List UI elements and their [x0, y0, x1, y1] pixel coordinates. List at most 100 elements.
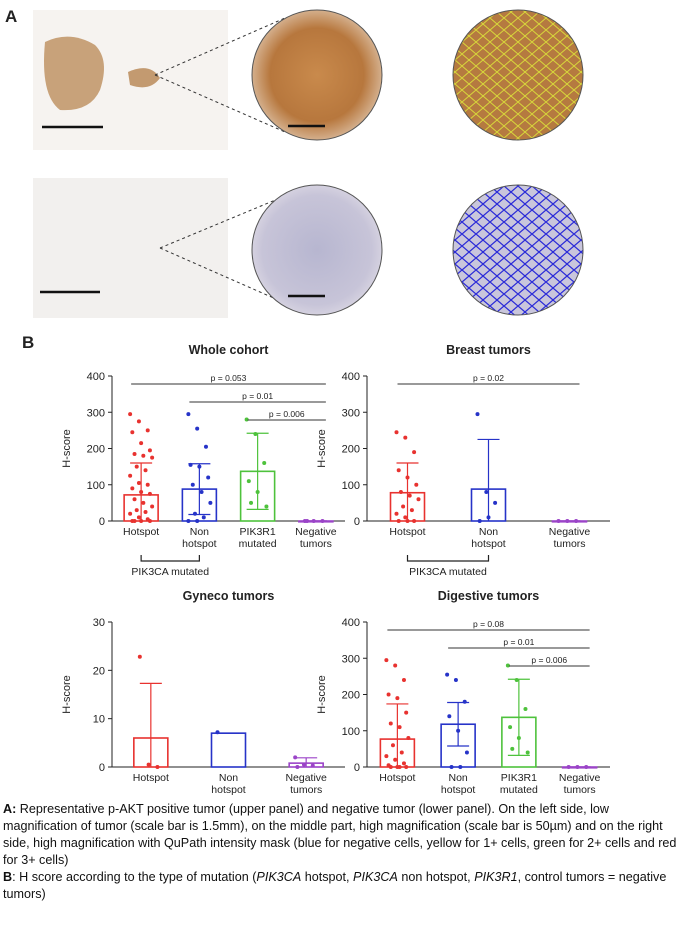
- data-point: [403, 435, 408, 440]
- data-point: [215, 730, 220, 735]
- tissue-image: [33, 10, 228, 150]
- data-point: [320, 519, 325, 523]
- data-point: [147, 519, 152, 523]
- data-point: [301, 762, 306, 767]
- y-tick-label: 300: [342, 407, 360, 419]
- data-point: [146, 762, 151, 767]
- magnified-image: [251, 9, 383, 141]
- y-tick-label: 400: [342, 371, 360, 383]
- data-point: [393, 663, 398, 668]
- x-tick-label: Hotspot: [379, 772, 415, 784]
- data-point: [395, 696, 400, 701]
- data-point: [388, 765, 393, 769]
- data-point: [145, 428, 150, 433]
- data-point: [132, 497, 137, 502]
- data-point: [143, 468, 148, 473]
- data-point: [134, 508, 139, 513]
- data-point: [192, 511, 197, 516]
- caption-text: Representative p-AKT positive tumor (upp…: [3, 802, 677, 867]
- error-bar: [139, 682, 162, 767]
- mask-image: [452, 9, 584, 141]
- error-bar: [396, 462, 419, 521]
- chart-title: Digestive tumors: [438, 589, 539, 603]
- tissue-image: [33, 178, 228, 318]
- data-point: [464, 750, 469, 755]
- data-point: [139, 441, 144, 446]
- y-axis-label: H-score: [316, 675, 328, 714]
- data-point: [516, 736, 521, 740]
- data-point: [453, 678, 458, 682]
- data-point: [253, 432, 258, 436]
- y-tick-label: 100: [87, 480, 105, 492]
- data-point: [508, 725, 513, 730]
- chart-title: Whole cohort: [189, 343, 270, 357]
- data-point: [574, 519, 579, 523]
- y-tick-label: 400: [87, 371, 105, 383]
- data-point: [405, 519, 410, 523]
- data-point: [249, 500, 254, 505]
- data-point: [396, 519, 401, 523]
- data-point: [556, 519, 561, 523]
- data-point: [386, 692, 391, 697]
- data-point: [566, 765, 571, 769]
- y-tick-label: 100: [342, 726, 360, 738]
- data-point: [401, 504, 406, 509]
- x-tick-label: Hotspot: [123, 526, 159, 538]
- data-point: [136, 419, 141, 424]
- data-point: [399, 750, 404, 755]
- x-tick-label: Non hotspot: [471, 526, 506, 550]
- data-point: [388, 721, 393, 726]
- x-tick-label: Negative tumors: [295, 526, 337, 550]
- y-tick-label: 0: [354, 762, 360, 774]
- y-tick-label: 400: [342, 617, 360, 629]
- y-tick-label: 200: [342, 444, 360, 456]
- error-bar: [507, 678, 530, 757]
- data-point: [397, 765, 402, 769]
- data-point: [143, 509, 148, 514]
- y-axis-label: H-score: [61, 429, 73, 468]
- y-tick-label: 0: [354, 516, 360, 528]
- caption-b: B: H score according to the type of muta…: [3, 869, 679, 903]
- y-tick-label: 0: [99, 516, 105, 528]
- caption-text: non hotspot,: [397, 870, 475, 884]
- data-point: [262, 461, 267, 465]
- data-point: [396, 468, 401, 473]
- data-point: [141, 500, 146, 505]
- data-point: [445, 672, 450, 677]
- data-point: [409, 508, 414, 513]
- x-tick-label: Non hotspot: [182, 526, 217, 550]
- data-point: [295, 765, 300, 769]
- data-point: [137, 654, 142, 659]
- data-point: [447, 714, 452, 719]
- mask-image: [452, 184, 584, 316]
- data-point: [394, 430, 399, 435]
- x-tick-label: Negative tumors: [559, 772, 601, 796]
- data-point: [401, 678, 406, 682]
- p-value: p = 0.006: [269, 409, 305, 419]
- data-point: [195, 426, 200, 431]
- error-bar: [295, 757, 318, 767]
- data-point: [155, 765, 160, 769]
- caption-label: A:: [3, 802, 17, 816]
- p-value: p = 0.02: [473, 373, 504, 383]
- data-point: [305, 519, 310, 523]
- x-tick-label: PIK3R1 mutated: [239, 526, 277, 550]
- data-point: [195, 519, 200, 523]
- data-point: [401, 761, 406, 766]
- x-tick-label: PIK3R1 mutated: [500, 772, 538, 796]
- data-point: [393, 757, 398, 762]
- data-point: [188, 462, 193, 467]
- data-point: [405, 475, 410, 480]
- data-point: [246, 479, 251, 484]
- data-point: [197, 464, 202, 469]
- data-point: [384, 658, 389, 663]
- data-point: [462, 699, 467, 704]
- caption-label: B: [3, 870, 13, 884]
- data-point: [206, 475, 211, 480]
- data-point: [416, 497, 421, 502]
- data-point: [477, 519, 482, 523]
- data-point: [525, 750, 530, 755]
- y-tick-label: 300: [87, 407, 105, 419]
- y-tick-label: 300: [342, 653, 360, 665]
- y-tick-label: 200: [342, 690, 360, 702]
